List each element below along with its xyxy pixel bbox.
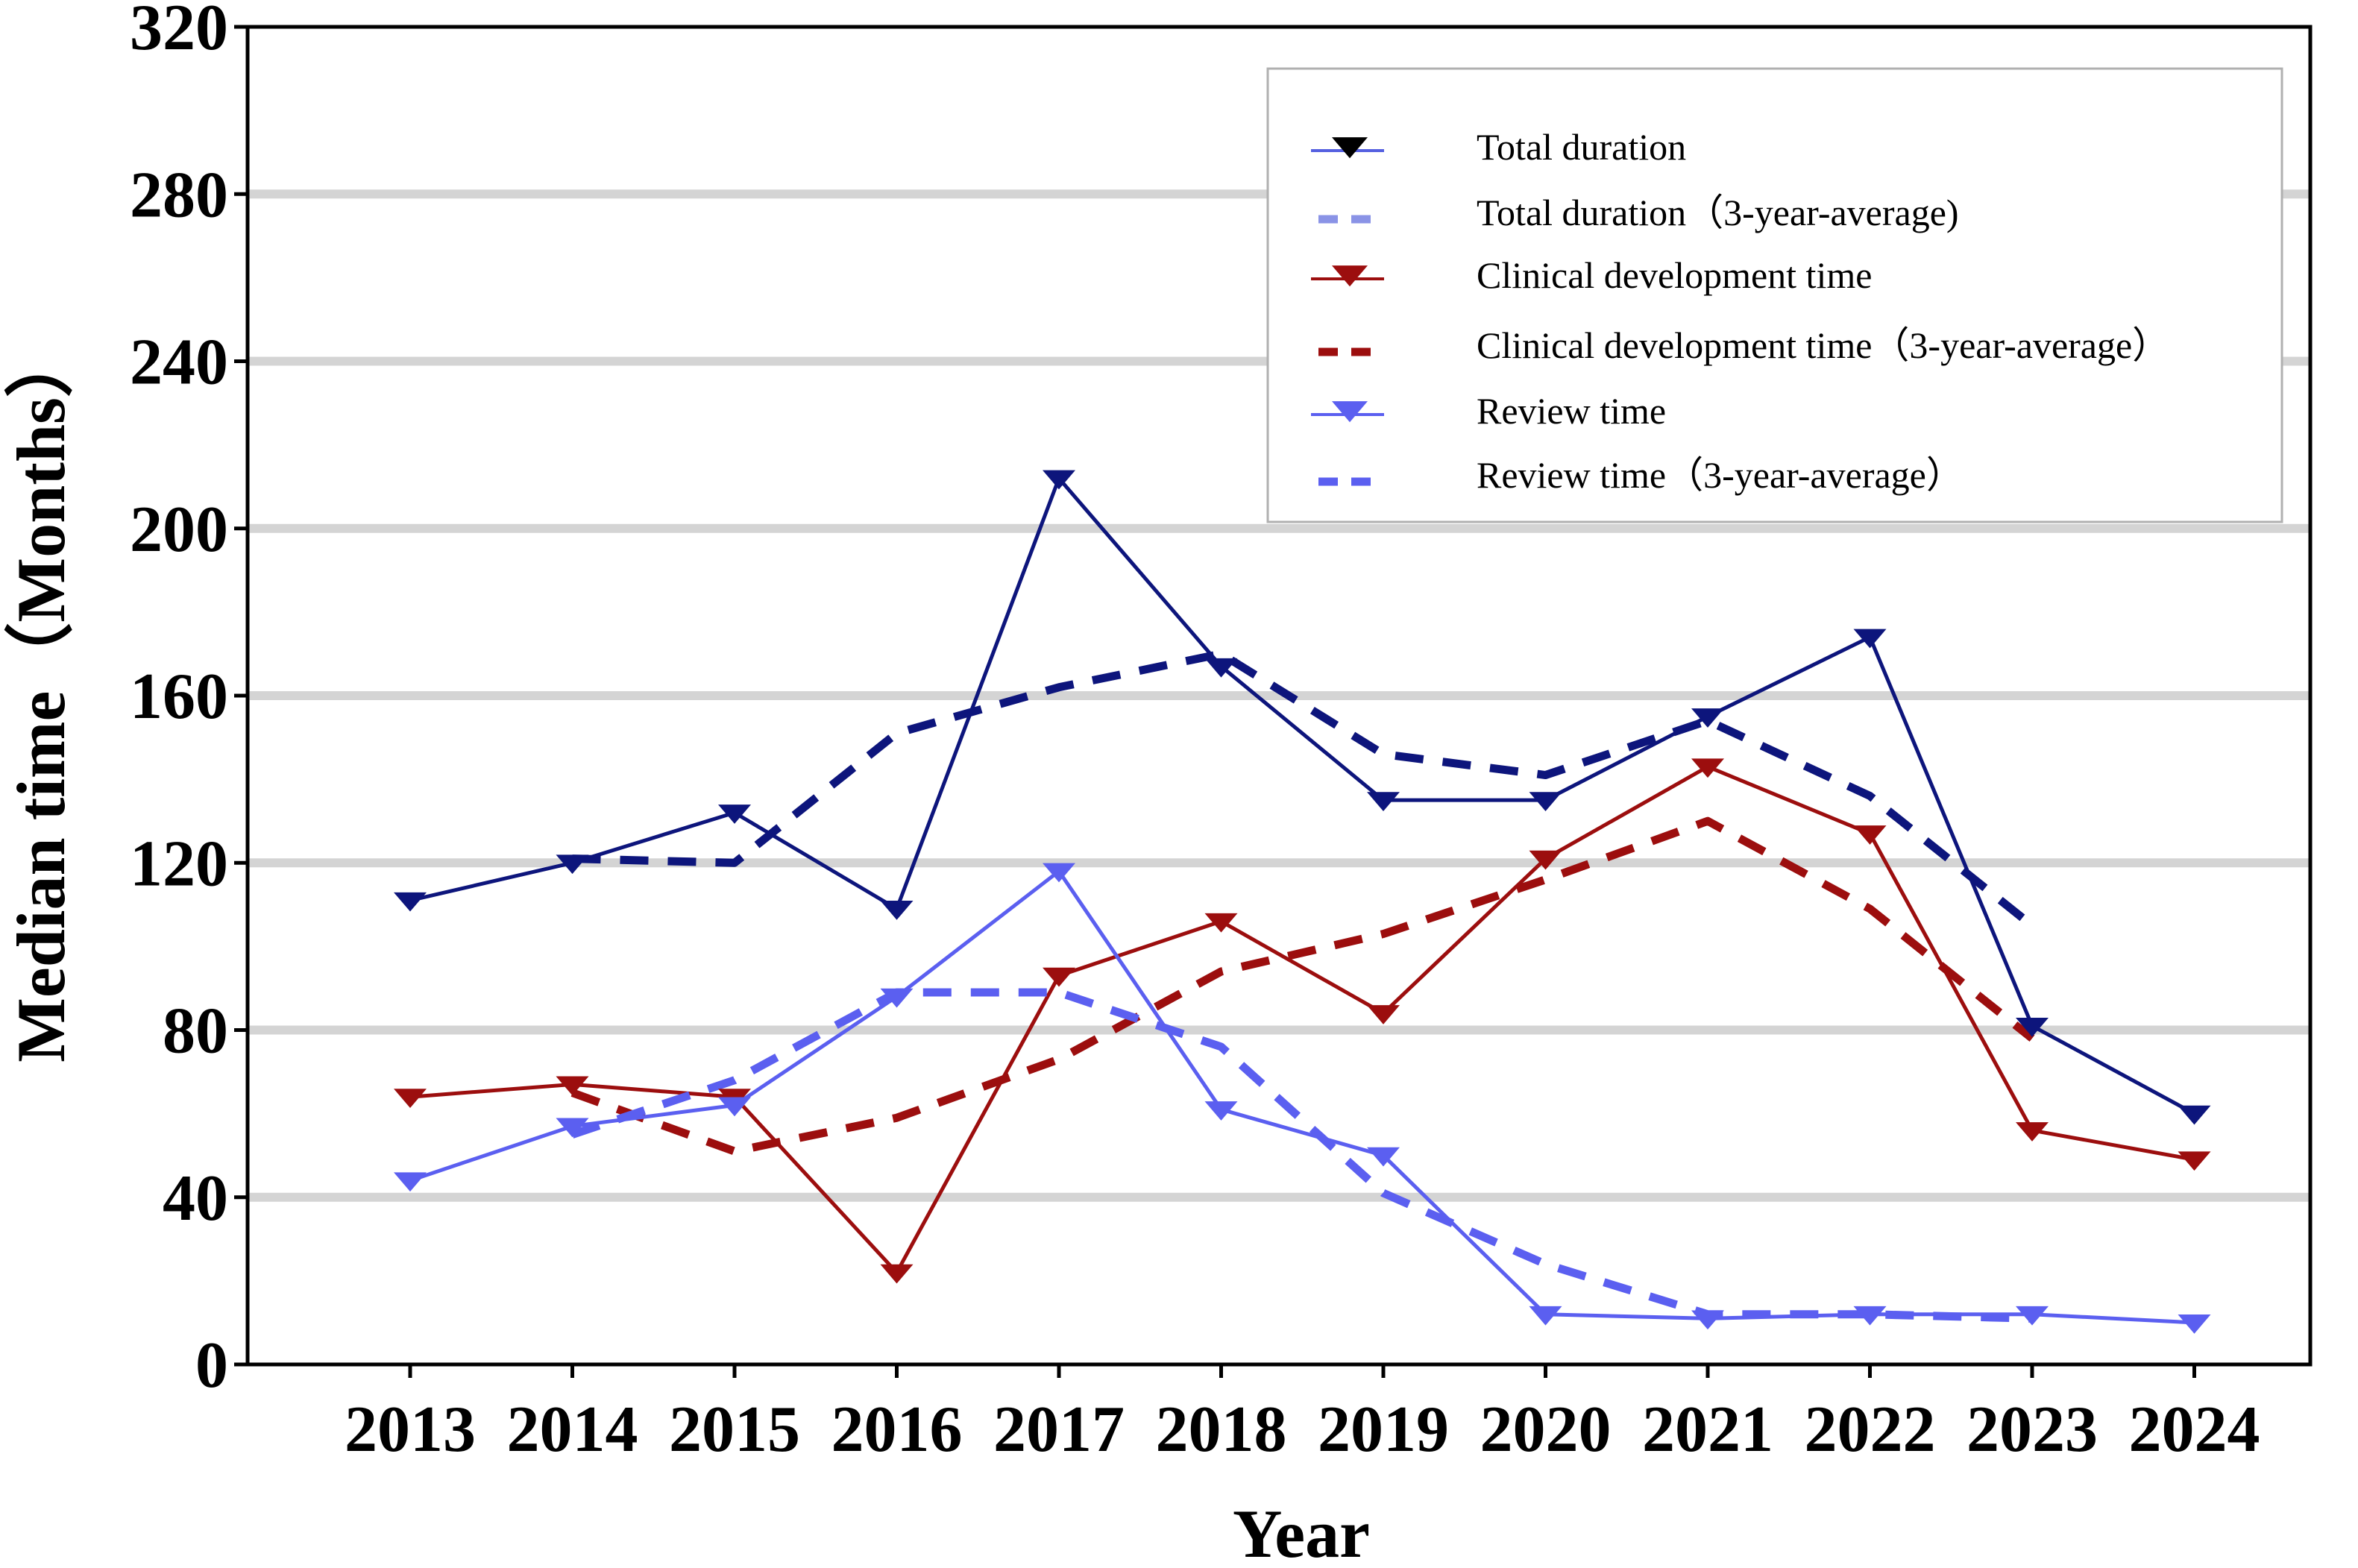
y-tick-label: 40 [163, 1162, 228, 1235]
x-tick-label: 2014 [507, 1394, 638, 1466]
data-point-s2-2019 [1367, 1005, 1400, 1024]
data-point-s0-2022 [1853, 629, 1887, 649]
legend-swatch-marker-2 [1332, 265, 1368, 287]
y-axis-title: Median time（Months） [3, 329, 79, 1062]
y-tick-label: 240 [130, 327, 228, 399]
data-point-s0-2014 [556, 854, 589, 875]
series-line-3 [570, 816, 2035, 1156]
data-point-s0-2013 [394, 892, 427, 912]
data-point-s0-2019 [1367, 792, 1400, 812]
legend-swatch-marker-0 [1332, 137, 1368, 159]
legend-swatch-marker-4 [1332, 401, 1368, 423]
x-tick-label: 2017 [993, 1394, 1125, 1466]
x-tick-label: 2015 [669, 1394, 800, 1466]
x-tick-label: 2019 [1318, 1394, 1449, 1466]
data-point-s4-2023 [2016, 1306, 2049, 1326]
x-tick-label: 2024 [2129, 1394, 2260, 1466]
legend-box [1266, 67, 2283, 523]
data-point-s0-2016 [880, 901, 914, 920]
data-point-s4-2019 [1367, 1147, 1400, 1167]
legend-label: Review time（3-year-average） [1477, 454, 1964, 496]
data-point-s2-2023 [2016, 1122, 2049, 1142]
data-point-s4-2013 [394, 1172, 427, 1192]
y-tick-label: 120 [130, 828, 228, 900]
data-markers [394, 470, 2211, 1334]
x-tick-label: 2018 [1156, 1394, 1287, 1466]
data-point-s0-2024 [2178, 1105, 2211, 1125]
data-point-s4-2015 [718, 1097, 751, 1117]
data-point-s2-2016 [880, 1264, 914, 1284]
data-point-s2-2013 [394, 1089, 427, 1109]
data-point-s2-2017 [1043, 967, 1075, 987]
legend-label: Review time [1477, 390, 1666, 432]
data-point-s2-2020 [1529, 850, 1562, 870]
data-point-s2-2024 [2178, 1151, 2211, 1171]
x-tick-label: 2013 [345, 1394, 476, 1466]
data-point-s4-2021 [1691, 1310, 1724, 1330]
data-point-s2-2018 [1204, 913, 1238, 933]
legend-label: Total duration（3-year-average) [1477, 192, 1959, 233]
y-tick-label: 0 [195, 1329, 228, 1402]
series-line-0 [408, 476, 2196, 1116]
legend-label: Total duration [1477, 126, 1686, 168]
series-lines [408, 476, 2196, 1325]
x-tick-label: 2022 [1805, 1394, 1936, 1466]
data-point-s4-2020 [1529, 1306, 1562, 1326]
data-point-s0-2023 [2016, 1018, 2049, 1037]
y-tick-label: 160 [130, 661, 228, 733]
data-point-s0-2018 [1204, 658, 1238, 678]
data-point-s4-2016 [880, 988, 914, 1008]
x-tick-label: 2020 [1480, 1394, 1612, 1466]
legend-label: Clinical development time [1477, 254, 1872, 296]
data-point-s4-2014 [556, 1118, 589, 1138]
data-point-s0-2020 [1529, 792, 1562, 812]
data-point-s2-2022 [1853, 825, 1887, 845]
y-tick-label: 80 [163, 995, 228, 1068]
data-point-s2-2014 [556, 1076, 589, 1096]
y-tick-label: 280 [130, 159, 228, 231]
data-point-s4-2022 [1853, 1306, 1887, 1326]
axes: 0 40 80 120 160 200 240 280 320 2013 2014 2015 2016 2… [3, 0, 2313, 1568]
series-line-5 [570, 988, 2033, 1323]
data-point-s4-2017 [1043, 863, 1075, 883]
y-tick-label: 320 [130, 0, 228, 64]
data-point-s4-2018 [1204, 1101, 1238, 1121]
series-line-2 [408, 764, 2196, 1275]
data-point-s0-2017 [1043, 470, 1075, 490]
y-tick-label: 200 [130, 494, 228, 566]
x-tick-label: 2021 [1642, 1394, 1773, 1466]
x-tick-label: 2023 [1966, 1394, 2098, 1466]
data-point-s2-2021 [1691, 758, 1724, 778]
legend-label: Clinical development time（3-year-average… [1477, 324, 2169, 366]
x-tick-label: 2016 [831, 1394, 963, 1466]
legend: Total duration Total duration（3-year-aver… [1266, 67, 2283, 523]
data-point-s4-2024 [2178, 1314, 2211, 1334]
series-line-1 [572, 649, 2035, 929]
data-point-s0-2015 [718, 805, 751, 824]
x-axis-title: Year [1233, 1496, 1370, 1564]
data-point-s0-2021 [1691, 708, 1724, 728]
